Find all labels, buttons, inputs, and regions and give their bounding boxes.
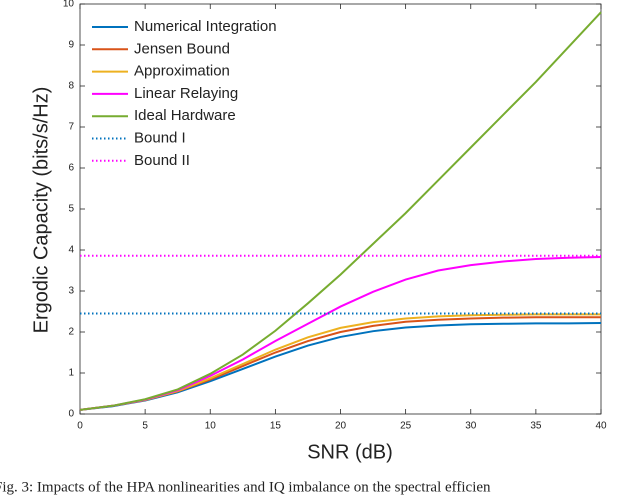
- x-axis-label: SNR (dB): [307, 441, 393, 463]
- x-tick-label: 10: [205, 421, 217, 432]
- x-tick-label: 15: [270, 421, 282, 432]
- y-tick-label: 2: [68, 327, 74, 338]
- caption: Fig. 3: Impacts of the HPA nonlinearitie…: [0, 479, 491, 495]
- y-tick-label: 4: [68, 245, 74, 256]
- y-tick-label: 9: [68, 40, 74, 51]
- y-axis-label: Ergodic Capacity (bits/s/Hz): [30, 87, 52, 334]
- y-tick-label: 0: [68, 409, 74, 420]
- series-line: [79, 255, 602, 411]
- x-tick-label: 35: [530, 421, 542, 432]
- legend-label: Jensen Bound: [134, 40, 230, 57]
- y-tick-label: 7: [68, 122, 74, 133]
- series-line: [79, 11, 602, 411]
- x-tick-label: 5: [142, 421, 148, 432]
- legend-label: Bound I: [134, 129, 186, 146]
- legend-label: Approximation: [134, 63, 230, 80]
- legend-label: Bound II: [134, 152, 190, 169]
- y-tick-label: 8: [68, 81, 74, 92]
- x-tick-label: 20: [335, 421, 347, 432]
- x-tick-label: 25: [400, 421, 412, 432]
- y-tick-label: 5: [68, 204, 74, 215]
- y-tick-label: 3: [68, 286, 74, 297]
- x-tick-label: 30: [465, 421, 477, 432]
- x-tick-label: 0: [77, 421, 83, 432]
- y-tick-label: 10: [63, 0, 75, 10]
- y-tick-label: 6: [68, 163, 74, 174]
- y-tick-label: 1: [68, 368, 74, 379]
- legend-label: Numerical Integration: [134, 18, 277, 35]
- x-tick-label: 40: [595, 421, 607, 432]
- legend-label: Linear Relaying: [134, 85, 238, 102]
- legend-label: Ideal Hardware: [134, 107, 236, 124]
